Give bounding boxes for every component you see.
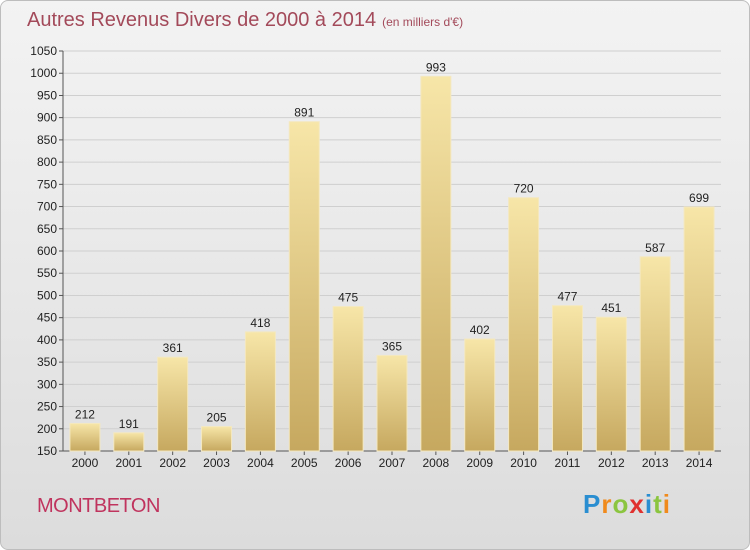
x-tick-label-2001: 2001 bbox=[115, 456, 142, 470]
x-tick-label-2003: 2003 bbox=[203, 456, 230, 470]
value-label-2007: 365 bbox=[382, 339, 402, 353]
y-tick-label: 650 bbox=[37, 222, 57, 236]
bar-2009 bbox=[464, 338, 496, 452]
x-tick-label-2005: 2005 bbox=[291, 456, 318, 470]
value-label-2010: 720 bbox=[514, 182, 534, 196]
value-label-2002: 361 bbox=[163, 341, 183, 355]
y-tick-label: 150 bbox=[37, 444, 57, 458]
bar-2012 bbox=[595, 316, 627, 452]
y-tick-label: 500 bbox=[37, 288, 57, 302]
y-tick-label: 900 bbox=[37, 111, 57, 125]
proxiti-logo: Proxiti bbox=[583, 489, 671, 520]
y-tick-label: 350 bbox=[37, 355, 57, 369]
value-label-2004: 418 bbox=[250, 316, 270, 330]
value-label-2000: 212 bbox=[75, 407, 95, 421]
bar-2008 bbox=[420, 75, 452, 452]
x-tick-label-2012: 2012 bbox=[598, 456, 625, 470]
value-label-2005: 891 bbox=[294, 106, 314, 120]
value-label-2013: 587 bbox=[645, 241, 665, 255]
bar-2001 bbox=[113, 432, 145, 452]
y-tick-label: 1050 bbox=[30, 44, 57, 58]
x-tick-label-2004: 2004 bbox=[247, 456, 274, 470]
x-tick-label-2013: 2013 bbox=[642, 456, 669, 470]
bar-2011 bbox=[551, 305, 583, 452]
value-label-2011: 477 bbox=[557, 290, 577, 304]
y-tick-label: 850 bbox=[37, 133, 57, 147]
y-tick-label: 800 bbox=[37, 155, 57, 169]
x-tick-label-2014: 2014 bbox=[686, 456, 713, 470]
value-label-2014: 699 bbox=[689, 191, 709, 205]
x-tick-label-2008: 2008 bbox=[423, 456, 450, 470]
y-tick-label: 1000 bbox=[30, 66, 57, 80]
y-tick-label: 200 bbox=[37, 422, 57, 436]
y-tick-label: 550 bbox=[37, 266, 57, 280]
x-tick-label-2011: 2011 bbox=[555, 456, 581, 470]
y-tick-label: 750 bbox=[37, 177, 57, 191]
value-label-2012: 451 bbox=[601, 301, 621, 315]
bar-2003 bbox=[201, 426, 233, 452]
bars bbox=[69, 75, 715, 452]
y-tick-label: 600 bbox=[37, 244, 57, 258]
logo-letter: i bbox=[644, 489, 654, 519]
y-tick-label: 300 bbox=[37, 377, 57, 391]
chart-subtitle: (en milliers d'€) bbox=[382, 15, 464, 29]
value-label-2001: 191 bbox=[119, 417, 139, 431]
y-tick-label: 250 bbox=[37, 400, 57, 414]
x-tick-label-2006: 2006 bbox=[335, 456, 362, 470]
bar-2014 bbox=[683, 206, 715, 452]
y-tick-label: 950 bbox=[37, 88, 57, 102]
logo-letter: x bbox=[629, 489, 645, 519]
x-tick-label-2010: 2010 bbox=[510, 456, 537, 470]
bar-2006 bbox=[332, 306, 364, 452]
bar-2000 bbox=[69, 422, 101, 452]
value-label-2003: 205 bbox=[207, 411, 227, 425]
location-name: MONTBETON bbox=[37, 495, 160, 517]
logo-letter: P bbox=[583, 489, 602, 519]
y-tick-label: 450 bbox=[37, 311, 57, 325]
logo-letter: t bbox=[653, 489, 663, 519]
bar-2005 bbox=[288, 121, 320, 452]
y-tick-label: 400 bbox=[37, 333, 57, 347]
bar-2002 bbox=[157, 356, 189, 452]
x-tick-label-2007: 2007 bbox=[379, 456, 406, 470]
logo-letter: i bbox=[662, 489, 671, 519]
bar-2007 bbox=[376, 354, 408, 452]
bar-2004 bbox=[244, 331, 276, 452]
bar-2013 bbox=[639, 256, 671, 452]
value-label-2006: 475 bbox=[338, 291, 358, 305]
chart-title: Autres Revenus Divers de 2000 à 2014 (en … bbox=[27, 9, 463, 32]
x-tick-label-2002: 2002 bbox=[159, 456, 186, 470]
logo-letter: r bbox=[601, 489, 613, 519]
value-label-2008: 993 bbox=[426, 60, 446, 74]
chart-title-text: Autres Revenus Divers de 2000 à 2014 bbox=[27, 9, 377, 31]
x-tick-label-2000: 2000 bbox=[72, 456, 99, 470]
tick-labels: 150 200 250 300 350 400 450 500 550 600 650 700 750 8… bbox=[30, 44, 712, 470]
y-tick-label: 700 bbox=[37, 200, 57, 214]
bar-2010 bbox=[508, 197, 540, 452]
value-label-2009: 402 bbox=[470, 323, 490, 337]
x-tick-label-2009: 2009 bbox=[466, 456, 493, 470]
logo-letter: o bbox=[612, 489, 630, 519]
